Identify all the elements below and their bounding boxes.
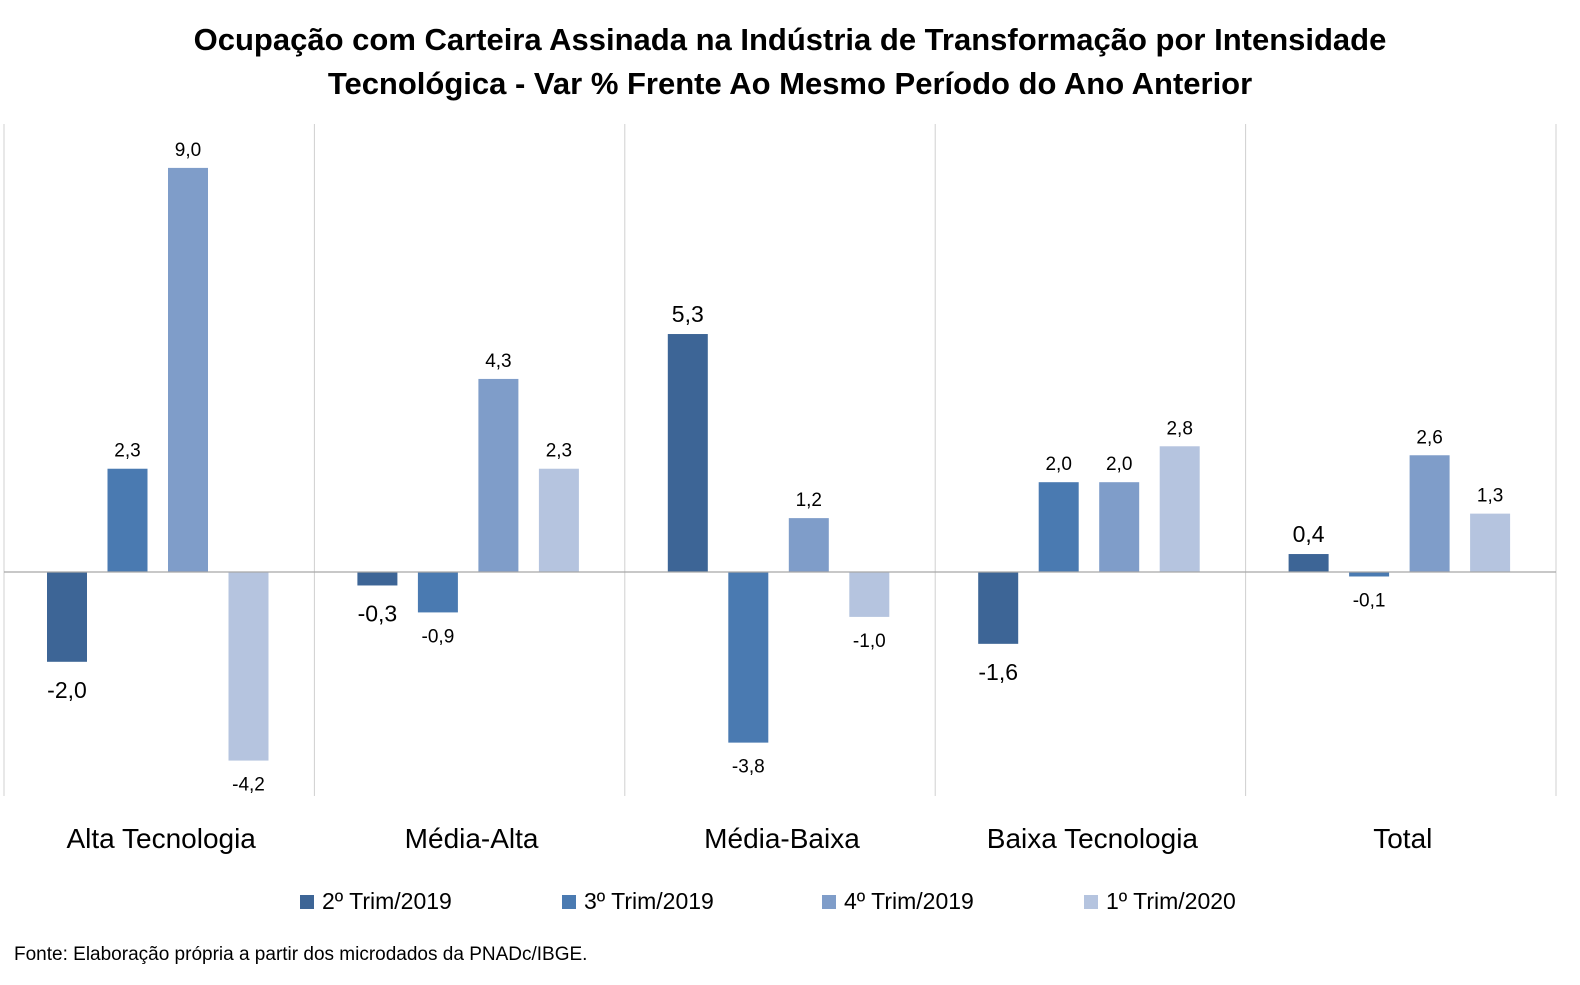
data-label: 5,3	[672, 301, 704, 327]
data-label: 2,3	[114, 441, 140, 462]
chart-title: Ocupação com Carteira Assinada na Indúst…	[0, 18, 1580, 106]
bar	[1470, 513, 1511, 572]
bar	[1038, 482, 1079, 572]
category-label: Alta Tecnologia	[66, 823, 256, 854]
category-label: Baixa Tecnologia	[987, 823, 1199, 854]
data-label: -0,1	[1353, 590, 1386, 611]
bar	[667, 334, 708, 572]
bar	[357, 572, 398, 586]
data-label: -2,0	[47, 677, 87, 703]
data-label: -0,3	[358, 600, 398, 626]
data-label: 2,6	[1416, 427, 1442, 448]
bar	[788, 518, 829, 572]
legend-swatch	[300, 894, 314, 909]
bar	[107, 468, 148, 572]
legend-label: 2º Trim/2019	[322, 888, 452, 914]
bar	[228, 572, 269, 761]
category-label: Total	[1373, 823, 1432, 854]
legend-swatch	[822, 894, 836, 909]
data-label: 2,3	[546, 441, 572, 462]
bar-chart: -2,0 -0,3 5,3 -1,6 0,4 2,3 -0,9 -3,8 2,0 -0,1 9,0 4…	[3, 124, 1557, 854]
bar	[1409, 455, 1450, 572]
bar	[538, 468, 579, 572]
category-label: Média-Baixa	[704, 823, 860, 854]
legend: 2º Trim/2019 3º Trim/2019 4º Trim/2019 1º T…	[0, 888, 1580, 918]
data-label: 9,0	[175, 140, 201, 161]
data-label: 2,0	[1106, 454, 1132, 475]
data-label: 0,4	[1293, 521, 1325, 547]
bar	[1288, 554, 1329, 572]
data-label: -0,9	[422, 626, 455, 647]
bar	[728, 572, 769, 743]
data-label: -1,6	[978, 659, 1018, 685]
data-label: -3,8	[732, 757, 765, 778]
legend-swatch	[562, 894, 576, 909]
data-label: -1,0	[853, 631, 886, 652]
data-label: 4,3	[485, 351, 511, 372]
bar	[47, 572, 87, 662]
data-label: 1,2	[796, 490, 822, 511]
category-label: Média-Alta	[405, 823, 539, 854]
bar	[978, 572, 1019, 644]
bar	[849, 572, 890, 617]
legend-label: 3º Trim/2019	[584, 888, 714, 914]
legend-label: 4º Trim/2019	[844, 888, 974, 914]
legend-item: 4º Trim/2019	[822, 888, 974, 915]
chart-title-line-2: Tecnológica - Var % Frente Ao Mesmo Perí…	[327, 66, 1253, 101]
legend-item: 2º Trim/2019	[300, 888, 452, 915]
bar	[478, 378, 519, 572]
bar	[1159, 446, 1200, 572]
data-label: -4,2	[232, 775, 265, 796]
bar	[168, 167, 208, 572]
chart-title-line-1: Ocupação com Carteira Assinada na Indúst…	[193, 22, 1387, 57]
bar	[417, 572, 458, 613]
legend-item: 3º Trim/2019	[562, 888, 714, 915]
legend-item: 1º Trim/2020	[1084, 888, 1236, 915]
data-label: 1,3	[1477, 486, 1503, 507]
source-note: Fonte: Elaboração própria a partir dos m…	[14, 944, 588, 965]
data-label: 2,0	[1045, 454, 1071, 475]
data-label: 2,8	[1166, 418, 1192, 439]
legend-label: 1º Trim/2020	[1106, 888, 1236, 914]
legend-swatch	[1084, 894, 1098, 909]
bar	[1099, 482, 1140, 572]
bar	[1349, 572, 1390, 577]
